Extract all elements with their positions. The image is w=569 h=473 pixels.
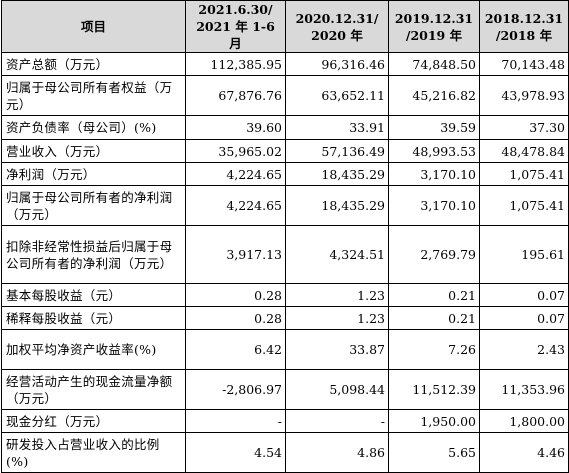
table-row: 加权平均净资产收益率(%) 6.42 33.87 7.26 2.43 [1, 329, 569, 370]
header-row: 项目 2021.6.30/ 2021 年 1-6 月 2020.12.31/ 2… [1, 0, 569, 53]
row-value: 11,512.39 [388, 369, 480, 410]
header-col-2019-line2: /2019 年 [405, 27, 463, 43]
row-value: -2,806.97 [185, 369, 286, 410]
row-value: 43,978.93 [479, 75, 569, 116]
row-value: 0.21 [388, 283, 480, 307]
table-row: 资产负债率（母公司）(%) 39.60 33.91 39.59 37.30 [1, 115, 569, 140]
header-col-2021-line2: 2021 年 1-6 月 [196, 19, 275, 51]
row-value: 2,769.79 [388, 225, 480, 284]
row-value: 74,848.50 [388, 52, 480, 76]
row-value: 57,136.49 [285, 139, 389, 163]
table-row: 稀释每股收益（元） 0.28 1.23 0.21 0.07 [1, 306, 569, 330]
row-value: 5.65 [388, 432, 480, 473]
row-label: 经营活动产生的现金流量净额（万元） [1, 369, 186, 410]
row-value: 35,965.02 [185, 139, 286, 163]
row-value: 3,170.10 [388, 162, 480, 186]
row-label: 资产负债率（母公司）(%) [1, 115, 186, 140]
header-col-2021: 2021.6.30/ 2021 年 1-6 月 [185, 0, 286, 53]
row-label: 加权平均净资产收益率(%) [1, 329, 186, 370]
row-value: 6.42 [185, 329, 286, 370]
table-row: 基本每股收益（元） 0.28 1.23 0.21 0.07 [1, 283, 569, 307]
table-row: 扣除非经常性损益后归属于母公司所有者的净利润（万元） 3,917.13 4,32… [1, 225, 569, 284]
row-value: 4,324.51 [285, 225, 389, 284]
row-value: 0.21 [388, 306, 480, 330]
table-row: 归属于母公司所有者的净利润（万元） 4,224.65 18,435.29 3,1… [1, 185, 569, 226]
row-value: 45,216.82 [388, 75, 480, 116]
row-value: 39.60 [185, 115, 286, 140]
header-col-2021-line1: 2021.6.30/ [198, 2, 273, 17]
row-label: 归属于母公司所有者的净利润（万元） [1, 185, 186, 226]
row-value: 0.28 [185, 283, 286, 307]
row-value: 1,075.41 [479, 185, 569, 226]
row-label: 营业收入（万元） [1, 139, 186, 163]
row-value: 18,435.29 [285, 162, 389, 186]
table-row: 归属于母公司所有者权益（万元） 67,876.76 63,652.11 45,2… [1, 75, 569, 116]
row-value: 67,876.76 [185, 75, 286, 116]
header-col-2020: 2020.12.31/ 2020 年 [285, 0, 389, 53]
row-value: 112,385.95 [185, 52, 286, 76]
row-value: 5,098.44 [285, 369, 389, 410]
row-value: 33.87 [285, 329, 389, 370]
row-value: 1.23 [285, 306, 389, 330]
row-value: 7.26 [388, 329, 480, 370]
row-value: 0.07 [479, 306, 569, 330]
table-row: 经营活动产生的现金流量净额（万元） -2,806.97 5,098.44 11,… [1, 369, 569, 410]
table-row: 资产总额（万元） 112,385.95 96,316.46 74,848.50 … [1, 52, 569, 76]
row-value: 4.46 [479, 432, 569, 473]
table-row: 营业收入（万元） 35,965.02 57,136.49 48,993.53 4… [1, 139, 569, 163]
row-value: 39.59 [388, 115, 480, 140]
row-value: 1.23 [285, 283, 389, 307]
header-col-2018-line2: /2018 年 [495, 27, 553, 43]
row-value: - [285, 409, 389, 433]
row-value: 63,652.11 [285, 75, 389, 116]
row-value: 0.28 [185, 306, 286, 330]
row-value: 195.61 [479, 225, 569, 284]
header-col-2018: 2018.12.31 /2018 年 [479, 0, 569, 53]
table-row: 研发投入占营业收入的比例(%) 4.54 4.86 5.65 4.46 [1, 432, 569, 473]
header-col-2020-line1: 2020.12.31/ [295, 10, 379, 26]
row-label: 基本每股收益（元） [1, 283, 186, 307]
row-value: 1,950.00 [388, 409, 480, 433]
row-label: 稀释每股收益（元） [1, 306, 186, 330]
header-col-2019-line1: 2019.12.31 [394, 10, 474, 26]
row-value: 37.30 [479, 115, 569, 140]
row-value: 3,170.10 [388, 185, 480, 226]
row-value: 4,224.65 [185, 162, 286, 186]
header-col-2019: 2019.12.31 /2019 年 [388, 0, 480, 53]
row-label: 归属于母公司所有者权益（万元） [1, 75, 186, 116]
row-label: 净利润（万元） [1, 162, 186, 186]
row-value: 70,143.48 [479, 52, 569, 76]
table-row: 净利润（万元） 4,224.65 18,435.29 3,170.10 1,07… [1, 162, 569, 186]
row-value: 96,316.46 [285, 52, 389, 76]
row-value: 4.54 [185, 432, 286, 473]
row-label: 现金分红（万元） [1, 409, 186, 433]
row-value: 3,917.13 [185, 225, 286, 284]
row-label: 资产总额（万元） [1, 52, 186, 76]
row-value: 18,435.29 [285, 185, 389, 226]
row-value: 0.07 [479, 283, 569, 307]
row-value: 33.91 [285, 115, 389, 140]
row-label: 扣除非经常性损益后归属于母公司所有者的净利润（万元） [1, 225, 186, 284]
header-col-2018-line1: 2018.12.31 [484, 10, 564, 26]
table-row: 现金分红（万元） - - 1,950.00 1,800.00 [1, 409, 569, 433]
row-value: 4.86 [285, 432, 389, 473]
row-value: 48,478.84 [479, 139, 569, 163]
row-value: 1,075.41 [479, 162, 569, 186]
row-value: 1,800.00 [479, 409, 569, 433]
header-item: 项目 [1, 0, 186, 53]
header-col-2020-line2: 2020 年 [311, 27, 363, 43]
row-label: 研发投入占营业收入的比例(%) [1, 432, 186, 473]
row-value: 4,224.65 [185, 185, 286, 226]
row-value: 2.43 [479, 329, 569, 370]
row-value: 48,993.53 [388, 139, 480, 163]
row-value: 11,353.96 [479, 369, 569, 410]
row-value: - [185, 409, 286, 433]
